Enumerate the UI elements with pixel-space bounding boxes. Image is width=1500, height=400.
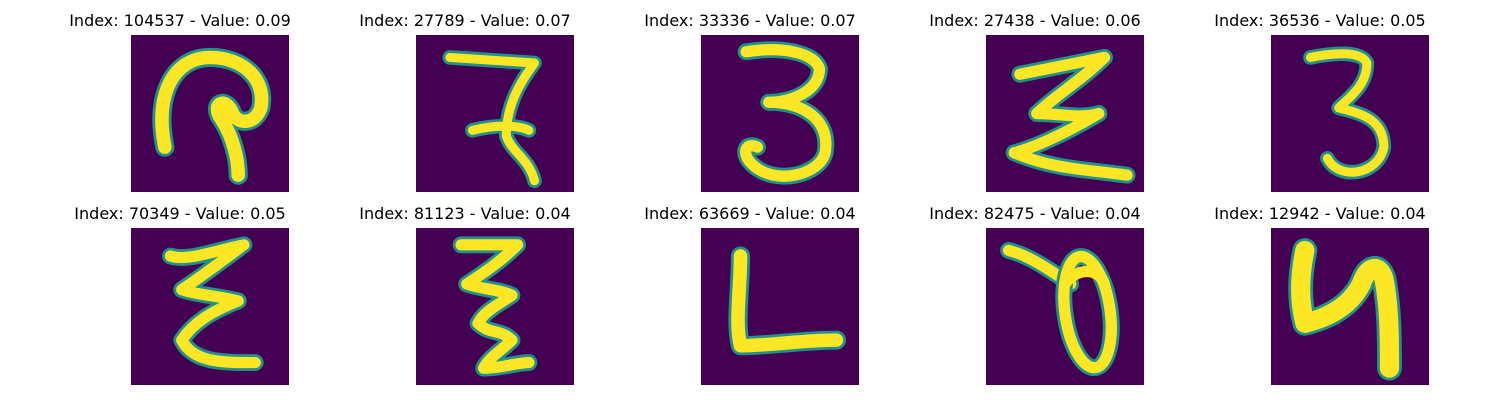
panel-5: Index: 36536 - Value: 0.05: [1170, 12, 1470, 202]
glyph-image: [131, 228, 289, 385]
panel-10: Index: 12942 - Value: 0.04: [1170, 205, 1470, 395]
glyph-image: [986, 35, 1144, 192]
panel-1: Index: 104537 - Value: 0.09: [30, 12, 330, 202]
panel-9: Index: 82475 - Value: 0.04: [885, 205, 1185, 395]
glyph-image: [131, 35, 289, 192]
panel-title: Index: 70349 - Value: 0.05: [74, 204, 286, 223]
panel-title: Index: 82475 - Value: 0.04: [929, 204, 1141, 223]
panel-title: Index: 104537 - Value: 0.09: [69, 11, 291, 30]
panel-title: Index: 12942 - Value: 0.04: [1214, 204, 1426, 223]
glyph-image: [701, 35, 859, 192]
glyph-image: [1271, 35, 1429, 192]
panel-title: Index: 36536 - Value: 0.05: [1214, 11, 1426, 30]
panel-title: Index: 33336 - Value: 0.07: [644, 11, 856, 30]
panel-8: Index: 63669 - Value: 0.04: [600, 205, 900, 395]
panel-7: Index: 81123 - Value: 0.04: [315, 205, 615, 395]
panel-2: Index: 27789 - Value: 0.07: [315, 12, 615, 202]
glyph-image: [416, 35, 574, 192]
panel-6: Index: 70349 - Value: 0.05: [30, 205, 330, 395]
panel-3: Index: 33336 - Value: 0.07: [600, 12, 900, 202]
glyph-image: [1271, 228, 1429, 385]
glyph-image: [701, 228, 859, 385]
glyph-image: [986, 228, 1144, 385]
panel-title: Index: 27789 - Value: 0.07: [359, 11, 571, 30]
glyph-image: [416, 228, 574, 385]
panel-title: Index: 81123 - Value: 0.04: [359, 204, 571, 223]
panel-title: Index: 27438 - Value: 0.06: [929, 11, 1141, 30]
panel-title: Index: 63669 - Value: 0.04: [644, 204, 856, 223]
panel-4: Index: 27438 - Value: 0.06: [885, 12, 1185, 202]
